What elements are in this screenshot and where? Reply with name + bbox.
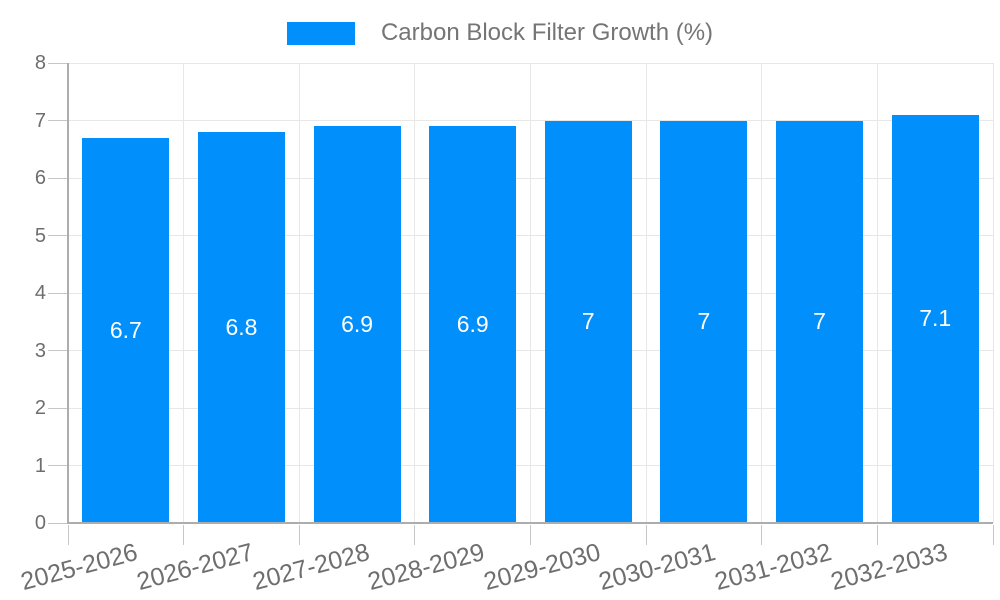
y-axis-tick-label: 5 [34, 224, 46, 247]
gridline-vertical [645, 63, 647, 523]
x-tick-mark [183, 525, 185, 545]
y-tick-mark [48, 177, 68, 179]
bar-value-label: 7 [581, 308, 595, 335]
y-tick-mark [48, 350, 68, 351]
y-axis-tick-label: 8 [34, 52, 46, 74]
bar-value-label: 6.7 [109, 316, 142, 343]
bar[interactable]: 7 [544, 120, 632, 523]
bar-value-label: 7 [697, 308, 711, 335]
bar-value-label: 6.9 [341, 311, 374, 338]
x-tick-mark [298, 525, 300, 545]
gridline-vertical [298, 63, 300, 523]
x-axis-category-label: 2028-2029 [364, 538, 488, 597]
x-tick-mark [992, 525, 994, 545]
bar[interactable]: 7 [776, 120, 864, 523]
x-tick-mark [530, 525, 531, 545]
y-tick-mark [48, 292, 68, 294]
y-axis-tick-label: 1 [34, 454, 46, 477]
x-tick-mark [645, 525, 647, 545]
bar[interactable]: 7.1 [891, 114, 979, 523]
bar[interactable]: 7 [660, 120, 748, 523]
gridline-vertical [992, 63, 994, 523]
x-axis-category-label: 2025-2026 [18, 538, 141, 597]
bar[interactable]: 6.7 [82, 137, 170, 523]
x-axis-category-label: 2030-2031 [596, 538, 719, 597]
bar-value-label: 7.1 [919, 305, 952, 332]
gridline-vertical [530, 63, 531, 523]
y-tick-mark [48, 235, 68, 236]
gridline-vertical [761, 63, 763, 523]
y-axis-tick-label: 6 [34, 167, 46, 189]
x-axis-category-label: 2031-2032 [711, 538, 835, 597]
y-axis-tick-label: 7 [34, 109, 46, 132]
gridline-vertical [414, 63, 416, 523]
y-tick-mark [48, 407, 68, 409]
y-axis-line [67, 63, 69, 524]
x-tick-mark [414, 525, 416, 545]
legend-label: Carbon Block Filter Growth (%) [380, 19, 714, 46]
x-axis-line [67, 522, 993, 524]
y-axis-tick-label: 4 [34, 282, 46, 304]
x-axis-category-label: 2026-2027 [133, 538, 257, 597]
bar-value-label: 6.8 [225, 314, 258, 340]
x-axis-category-label: 2027-2028 [249, 538, 373, 597]
y-tick-mark [48, 120, 68, 121]
y-tick-mark [48, 522, 68, 524]
y-axis-tick-label: 2 [34, 397, 46, 419]
gridline-vertical [876, 63, 878, 523]
bar[interactable]: 6.9 [429, 126, 517, 523]
x-axis-category-label: 2032-2033 [827, 538, 951, 597]
bar-value-label: 6.9 [456, 311, 489, 338]
x-tick-mark [761, 525, 763, 545]
y-tick-mark [48, 465, 68, 466]
legend[interactable]: Carbon Block Filter Growth (%) [0, 19, 1000, 47]
x-tick-mark [876, 525, 878, 545]
y-tick-mark [48, 62, 68, 64]
legend-marker-swatch [286, 21, 355, 45]
y-axis-tick-label: 0 [34, 512, 46, 534]
bar[interactable]: 6.9 [313, 126, 401, 523]
bar[interactable]: 6.8 [197, 132, 285, 523]
bar-value-label: 7 [813, 308, 826, 335]
y-axis-tick-label: 3 [34, 339, 46, 362]
x-tick-mark [67, 525, 69, 545]
x-axis-category-label: 2029-2030 [480, 538, 604, 597]
gridline-vertical [183, 63, 185, 523]
